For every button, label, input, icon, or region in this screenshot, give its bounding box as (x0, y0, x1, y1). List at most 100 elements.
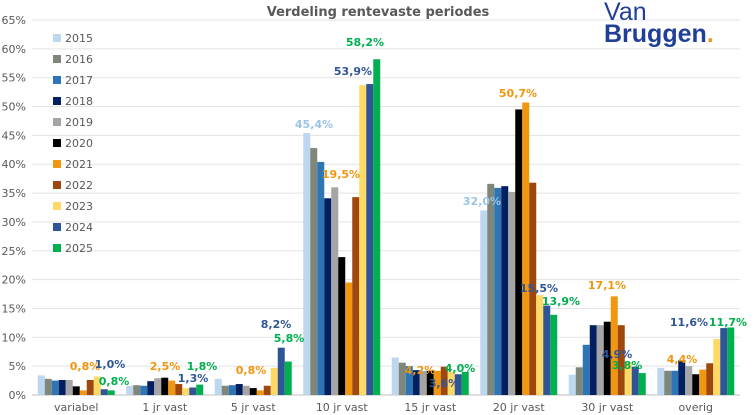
data-label: 0,8% (99, 375, 130, 388)
bar-2016 (44, 378, 52, 395)
bar-2025 (196, 384, 204, 395)
bar-2021 (79, 390, 87, 395)
legend-label: 2015 (65, 32, 93, 45)
bar-2019 (685, 366, 693, 395)
bar-2017 (228, 385, 236, 395)
bar-2021 (699, 369, 707, 395)
legend-label: 2019 (65, 116, 93, 129)
bar-2018 (58, 380, 66, 395)
data-label: 4,2% (405, 364, 436, 377)
logo-line2: Bruggen. (604, 20, 714, 48)
legend-label: 2024 (65, 221, 93, 234)
bar-2021 (345, 282, 353, 395)
legend-swatch (53, 34, 61, 42)
bar-2022 (529, 182, 537, 395)
bar-2020 (338, 257, 346, 395)
bar-2022 (617, 325, 625, 395)
legend-label: 2025 (65, 242, 93, 255)
legend-swatch (53, 160, 61, 168)
bar-2016 (664, 370, 672, 395)
x-category-label: 10 jr vast (316, 401, 369, 414)
bar-2017 (582, 344, 590, 395)
van-bruggen-logo: Van Bruggen. (604, 0, 714, 48)
bar-2017 (494, 187, 502, 395)
x-category-label: 30 jr vast (581, 401, 634, 414)
y-tick-label: 15% (2, 302, 26, 315)
bar-2024 (366, 84, 374, 396)
bar-2018 (235, 384, 243, 395)
bar-2021 (256, 390, 264, 395)
bar-2018 (589, 325, 597, 395)
data-label: 11,6% (670, 316, 708, 329)
bar-2018 (678, 360, 686, 395)
bar-2024 (277, 347, 285, 395)
bar-2016 (398, 362, 406, 395)
x-axis-categories: variabel 1 jr vast 5 jr vast 10 jr vast 15 j… (54, 401, 713, 414)
bar-2017 (405, 366, 413, 395)
bar-2017 (140, 385, 148, 395)
bar-2021 (433, 370, 441, 395)
bar-2020 (249, 388, 257, 395)
data-label: 4,0% (445, 362, 476, 375)
bar-2023 (359, 85, 367, 395)
x-category-label: 5 jr vast (231, 401, 277, 414)
y-tick-label: 5% (9, 360, 26, 373)
bar-2018 (412, 370, 420, 395)
y-tick-label: 0% (9, 389, 26, 402)
bar-2022 (440, 366, 448, 395)
x-category-label: overig (678, 401, 713, 414)
data-label: 45,4% (295, 118, 333, 131)
y-tick-label: 50% (2, 101, 26, 114)
legend: 2015 2016 2017 2018 2019 2020 2021 2022 2023 2024… (53, 32, 93, 255)
data-label: 53,9% (334, 65, 372, 78)
data-label: 1,0% (95, 358, 126, 371)
bar-2020 (692, 374, 700, 395)
bar-2016 (133, 385, 141, 395)
legend-item: 2022 (53, 179, 93, 192)
logo-line1: Van (604, 0, 647, 26)
bar-2023 (93, 376, 101, 395)
y-tick-label: 40% (2, 158, 26, 171)
bar-2015 (126, 385, 134, 395)
bar-2020 (426, 370, 434, 395)
bar-2015 (391, 357, 399, 395)
data-label: 15,5% (520, 282, 558, 295)
bar-2022 (86, 380, 94, 395)
bar-2020 (72, 386, 80, 395)
x-category-label: 20 jr vast (493, 401, 546, 414)
y-axis-ticks: 0% 5% 10% 15% 20% 25% 30% 35% 40% 45% 50% 55% 60% 65% (2, 14, 26, 402)
y-tick-label: 30% (2, 216, 26, 229)
legend-item: 2018 (53, 95, 93, 108)
data-label: 8,2% (261, 318, 292, 331)
bar-2024 (100, 389, 108, 395)
legend-item: 2019 (53, 116, 93, 129)
bar-2019 (419, 370, 427, 395)
legend-swatch (53, 181, 61, 189)
bar-2019 (242, 385, 250, 395)
bar-2023 (182, 388, 190, 395)
legend-swatch (53, 97, 61, 105)
legend-item: 2023 (53, 200, 93, 213)
y-tick-label: 35% (2, 187, 26, 200)
data-label: 3,8% (612, 359, 643, 372)
bar-2017 (317, 161, 325, 395)
data-label: 1,3% (178, 372, 209, 385)
legend-swatch (53, 244, 61, 252)
data-label: 0,8% (236, 364, 267, 377)
bar-2020 (515, 109, 523, 395)
data-label: 0,8% (70, 360, 101, 373)
legend-item: 2016 (53, 53, 93, 66)
bar-2022 (175, 384, 183, 395)
legend-label: 2021 (65, 158, 93, 171)
legend-label: 2023 (65, 200, 93, 213)
legend-item: 2015 (53, 32, 93, 45)
bar-2021 (610, 296, 618, 395)
data-label: 4,9% (602, 348, 633, 361)
bar-2023 (713, 339, 721, 395)
bar-2016 (310, 148, 318, 395)
legend-item: 2017 (53, 74, 93, 87)
bar-2016 (575, 367, 583, 395)
y-tick-label: 65% (2, 14, 26, 27)
bar-2025 (461, 371, 469, 395)
